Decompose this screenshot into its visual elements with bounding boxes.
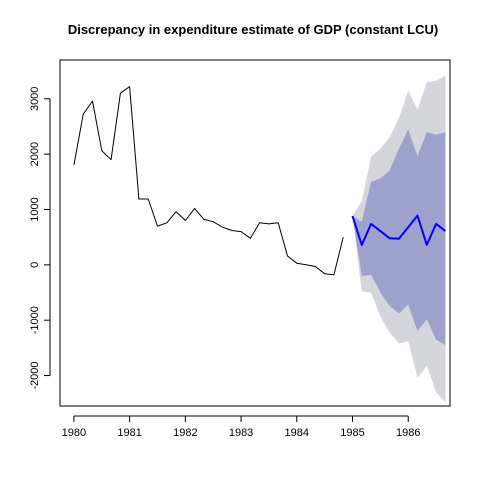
- y-tick-label: 1000: [29, 197, 41, 221]
- y-tick-label: 0: [29, 262, 41, 268]
- series-line-forecast: [351, 214, 447, 246]
- chart-title: Discrepancy in expenditure estimate of G…: [68, 22, 438, 37]
- series-lines: [73, 86, 447, 276]
- y-tick-label: 3000: [29, 87, 41, 111]
- x-tick-label: 1986: [396, 427, 420, 439]
- y-tick-label: -1000: [29, 306, 41, 334]
- x-tick-label: 1981: [117, 427, 141, 439]
- x-tick-label: 1982: [173, 427, 197, 439]
- x-tick-label: 1984: [285, 427, 309, 439]
- x-tick-label: 1983: [229, 427, 253, 439]
- series-line-historical: [73, 86, 344, 276]
- plot-frame: [59, 59, 451, 407]
- x-axis: 1980 1981 1982 1983 1984 1985 1986: [62, 415, 420, 439]
- y-axis: -2000 -1000 0 1000 2000 3000: [29, 87, 51, 390]
- y-tick-label: 2000: [29, 142, 41, 166]
- y-tick-label: -2000: [29, 362, 41, 390]
- x-tick-label: 1985: [340, 427, 364, 439]
- x-tick-label: 1980: [62, 427, 86, 439]
